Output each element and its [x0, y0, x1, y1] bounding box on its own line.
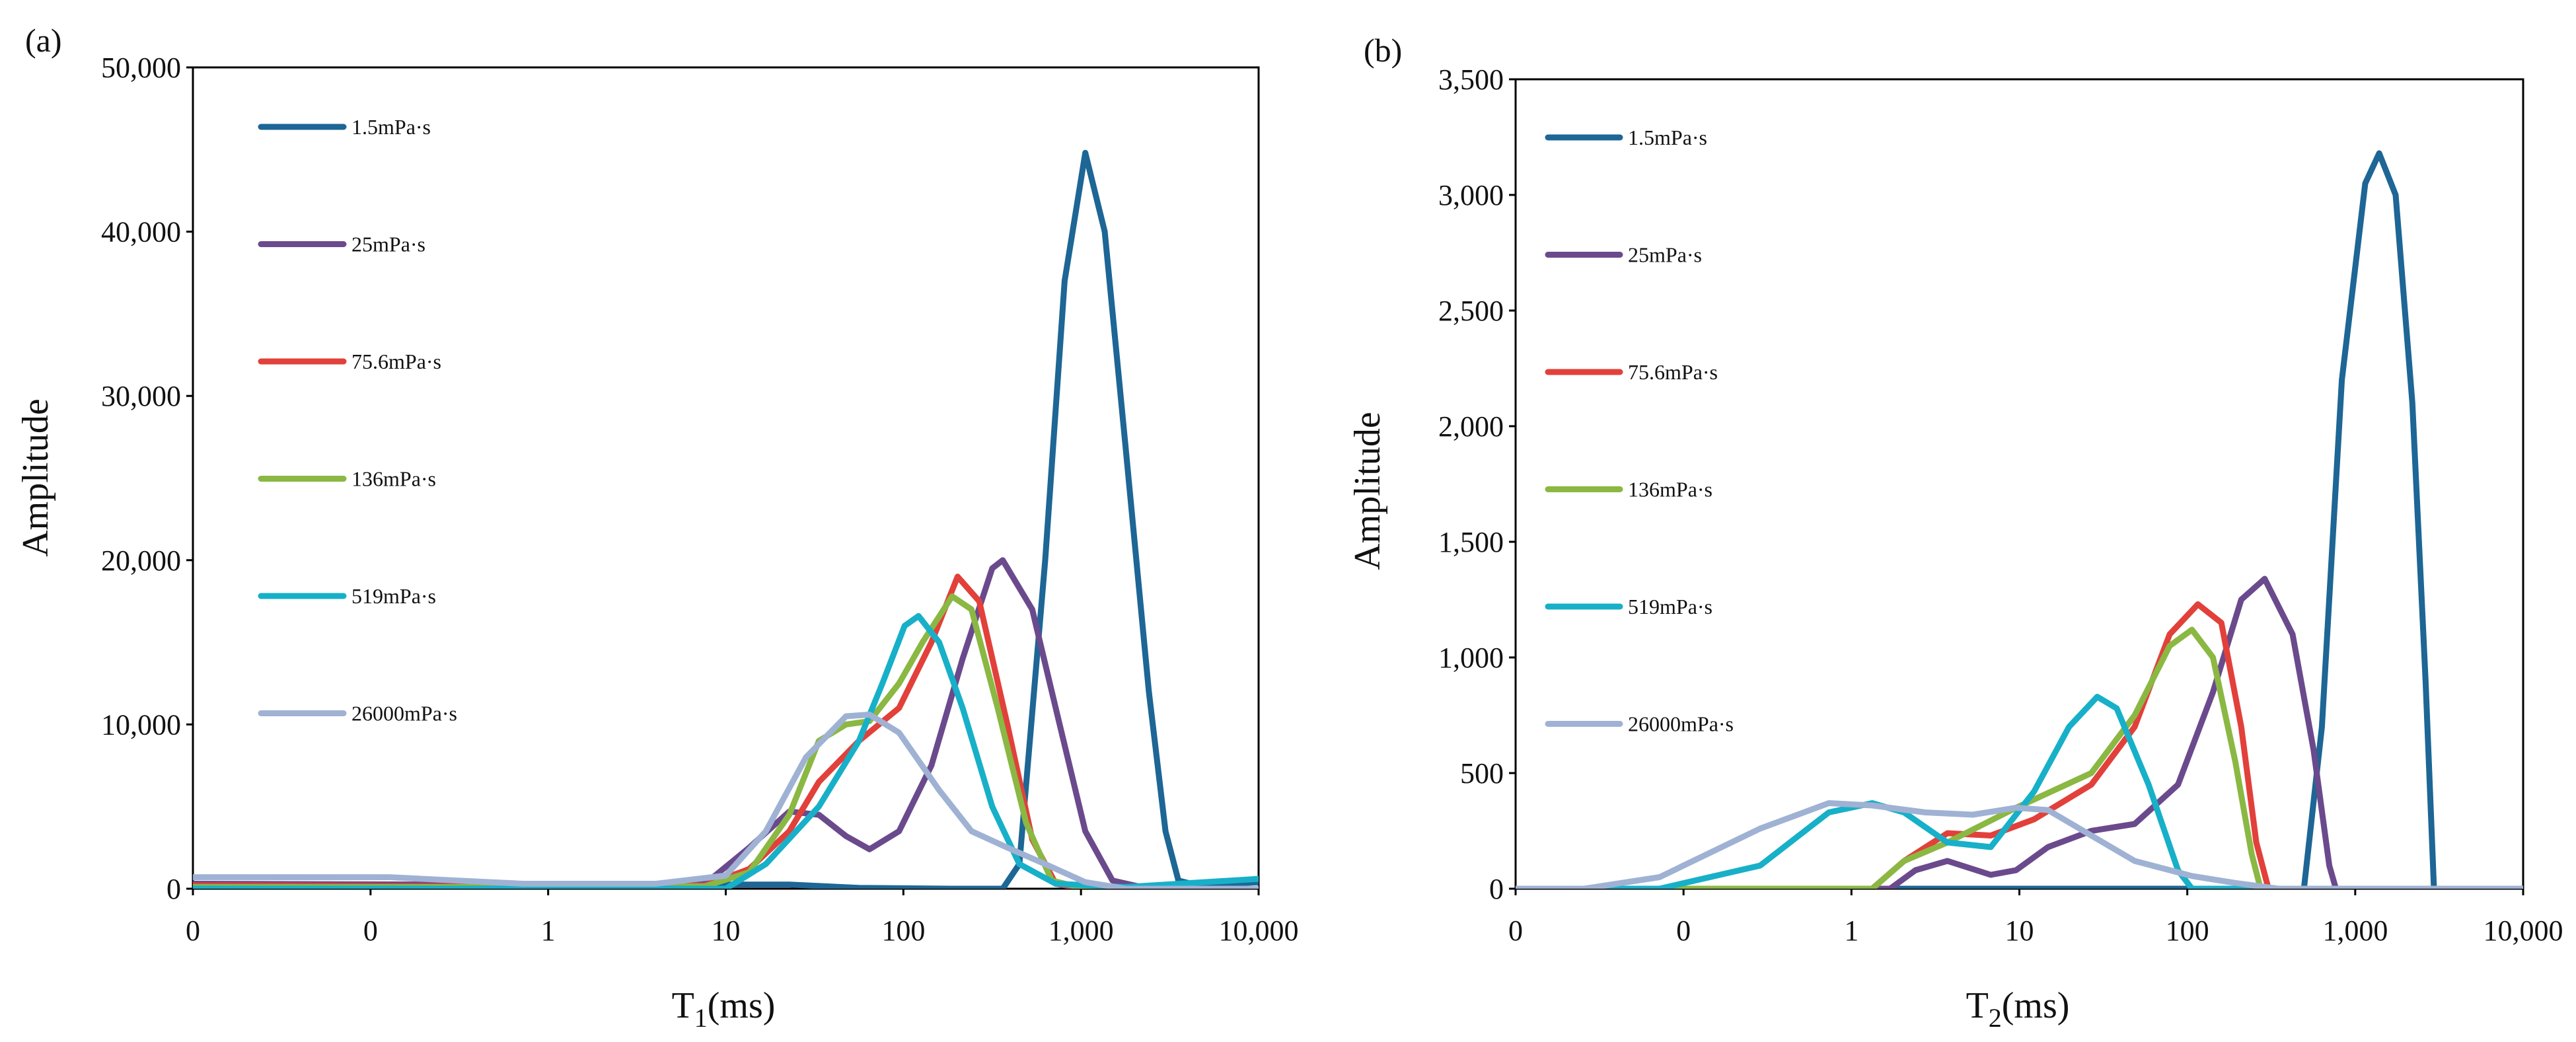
x-axis-title-main: T	[1966, 985, 1989, 1026]
x-axis-title-unit: (ms)	[708, 985, 776, 1026]
legend-label: 26000mPa·s	[351, 702, 457, 726]
y-tick-label: 3,500	[1438, 63, 1504, 96]
y-tick-label: 3,000	[1438, 179, 1504, 211]
legend-label: 26000mPa·s	[1628, 712, 1734, 736]
x-tick-label: 10,000	[2484, 914, 2563, 947]
series-line-26000mpas	[193, 712, 1259, 889]
legend-label: 75.6mPa·s	[1628, 360, 1718, 384]
legend-label: 25mPa·s	[351, 233, 425, 256]
series-line-75.6mpas	[193, 574, 1259, 889]
x-axis-title-subscript: 1	[694, 1003, 708, 1033]
x-tick-label: 100	[2166, 914, 2209, 947]
legend-label: 1.5mPa·s	[1628, 126, 1707, 149]
legend-label: 136mPa·s	[351, 467, 436, 491]
panel-label: (b)	[1364, 32, 1402, 69]
y-tick-label: 0	[166, 873, 181, 905]
x-axis-title-subscript: 2	[1989, 1003, 2002, 1033]
series-line-136mpas	[193, 593, 1259, 889]
y-tick-label: 30,000	[101, 380, 181, 412]
x-tick-label: 0	[363, 914, 378, 947]
x-tick-label: 10	[2005, 914, 2034, 947]
legend-label: 75.6mPa·s	[351, 350, 441, 373]
y-tick-label: 2,500	[1438, 295, 1504, 327]
x-tick-label: 0	[1508, 914, 1523, 947]
y-tick-label: 20,000	[101, 544, 181, 577]
y-tick-label: 10,000	[101, 708, 181, 741]
y-axis-title: Amplitude	[15, 398, 56, 557]
y-tick-label: 0	[1489, 873, 1504, 905]
series-line-1.5mpas	[193, 149, 1259, 889]
series-line-136mpas	[1516, 626, 2523, 889]
series-line-26000mpas	[1516, 800, 2523, 889]
panel-label: (a)	[25, 22, 62, 59]
x-axis-title: T1(ms)	[672, 985, 776, 1033]
series-line-519mpas	[1516, 694, 2523, 889]
legend-label: 1.5mPa·s	[351, 115, 431, 139]
x-tick-label: 10	[712, 914, 741, 947]
y-tick-label: 1,000	[1438, 642, 1504, 674]
y-tick-label: 2,000	[1438, 410, 1504, 443]
legend-label: 519mPa·s	[351, 584, 436, 608]
x-tick-label: 1,000	[1049, 914, 1114, 947]
x-tick-label: 10,000	[1219, 914, 1299, 947]
x-axis-title: T2(ms)	[1966, 985, 2070, 1033]
x-tick-label: 1	[541, 914, 556, 947]
y-tick-label: 50,000	[101, 52, 181, 84]
legend-label: 519mPa·s	[1628, 595, 1712, 618]
y-tick-label: 40,000	[101, 216, 181, 248]
y-tick-label: 1,500	[1438, 526, 1504, 558]
x-tick-label: 1,000	[2322, 914, 2388, 947]
x-axis-title-unit: (ms)	[2002, 985, 2070, 1026]
y-axis-title: Amplitude	[1347, 412, 1388, 570]
x-axis-title-main: T	[672, 985, 694, 1026]
y-tick-label: 500	[1460, 757, 1504, 790]
x-tick-label: 0	[186, 914, 200, 947]
series-line-519mpas	[193, 613, 1259, 889]
x-tick-label: 1	[1844, 914, 1858, 947]
x-tick-label: 0	[1676, 914, 1691, 947]
legend-label: 136mPa·s	[1628, 478, 1712, 502]
x-tick-label: 100	[881, 914, 925, 947]
series-line-75.6mpas	[1516, 601, 2523, 889]
legend-label: 25mPa·s	[1628, 243, 1702, 267]
